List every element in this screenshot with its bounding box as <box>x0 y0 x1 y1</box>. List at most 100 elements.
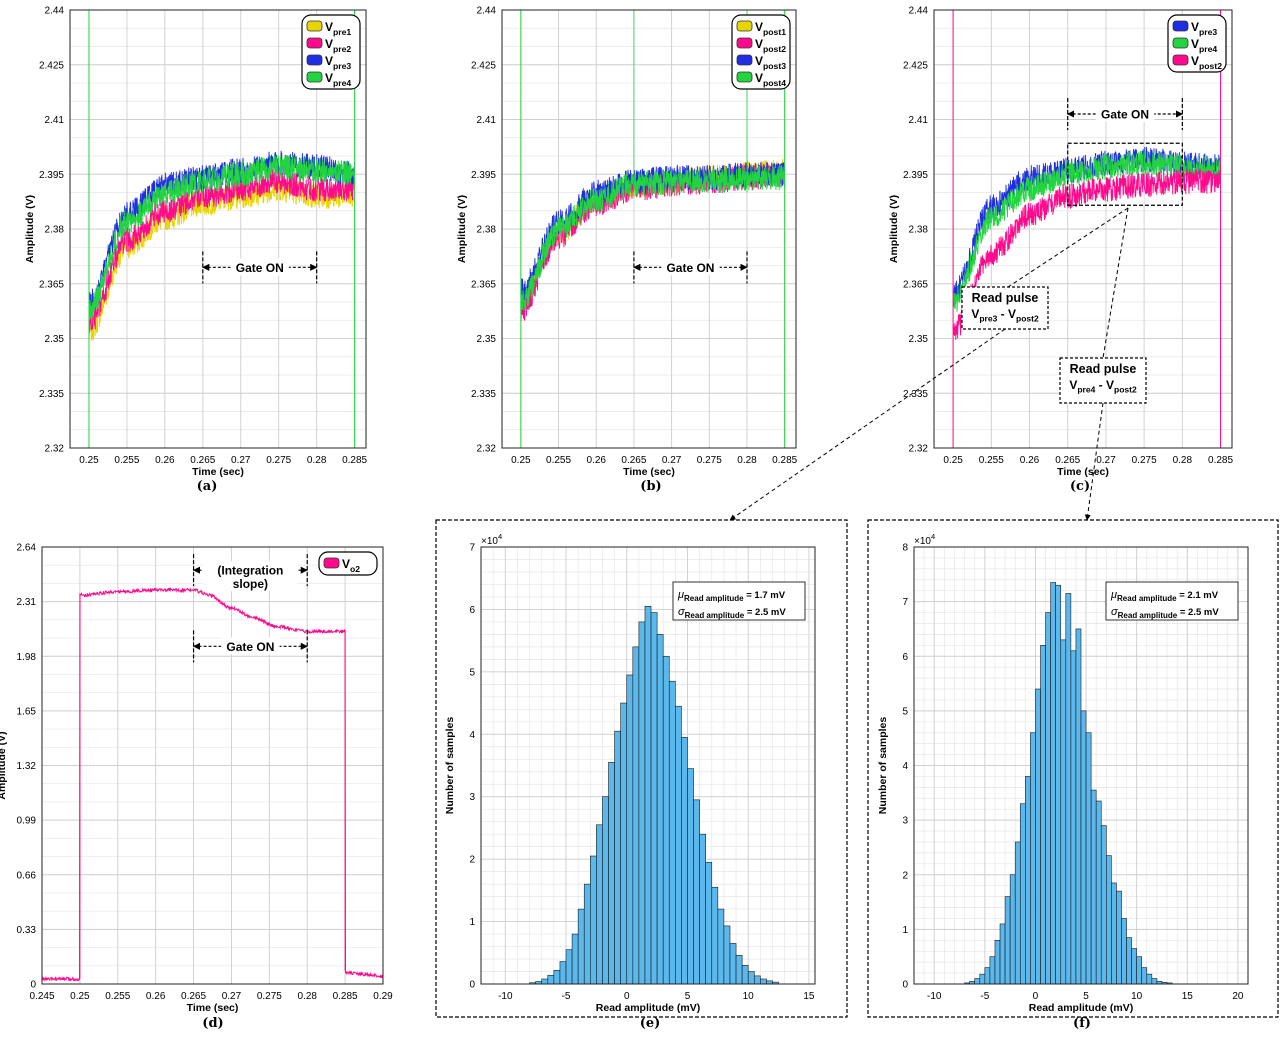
histogram-bar <box>711 886 719 985</box>
y-axis-label: Number of samples <box>877 717 889 815</box>
gate-label: Gate ON <box>236 261 284 275</box>
x-axis-label: Time (sec) <box>187 1002 239 1014</box>
y-tick-label: 1 <box>469 917 475 928</box>
y-axis-label: Amplitude (V) <box>456 195 468 263</box>
histogram-bar <box>571 933 579 985</box>
histogram-bar <box>1136 956 1143 985</box>
histogram-bar <box>1035 688 1041 985</box>
histogram-bar <box>1146 973 1153 985</box>
gate-label-bg <box>1095 105 1155 123</box>
y-tick-label: 0.66 <box>17 870 37 881</box>
tick-labels: -10 -5 0 5 10 15 20 0 1 2 3 4 5 6 7 8 <box>902 543 1243 1003</box>
legend-entry: Vpre3 <box>325 54 351 71</box>
x-axis-label: Read amplitude (mV) <box>1029 1002 1133 1014</box>
histogram-bars <box>964 582 1173 985</box>
x-tick-label: 10 <box>743 991 755 1002</box>
tick-labels: -10 -5 0 5 10 15 0 1 2 3 4 5 6 7 <box>469 543 814 1003</box>
legend-swatch <box>306 71 323 83</box>
histogram-bar <box>687 768 694 985</box>
plot-frame <box>41 546 384 985</box>
histogram-bar <box>974 978 981 985</box>
legend-swatch <box>323 557 340 569</box>
x-tick-label: 0.25 <box>70 991 90 1002</box>
y-tick-label: 2 <box>469 855 475 866</box>
legend-entry: Vpost1 <box>755 20 786 37</box>
y-tick-label: 3 <box>469 792 475 803</box>
x-tick-label: 0.25 <box>79 455 99 466</box>
y-tick-label: 2.35 <box>909 334 929 345</box>
x-tick-label: 0.265 <box>181 991 206 1002</box>
histogram-bar <box>596 824 603 985</box>
histogram-bar <box>614 730 621 985</box>
histogram-bar <box>989 956 996 985</box>
histogram-bar <box>583 883 591 985</box>
y-tick-label: 2.64 <box>17 543 37 554</box>
legend-entry: Vo2 <box>342 557 360 574</box>
x-tick-label: 0.27 <box>231 455 251 466</box>
histogram-bar <box>553 969 561 985</box>
y-tick-label: 2.35 <box>45 334 65 345</box>
gate-label: Gate ON <box>1101 108 1149 122</box>
histogram-bar <box>994 939 1001 985</box>
sigma-stat: σRead amplitude = 2.5 mV <box>678 606 786 620</box>
y-tick-label: 0.99 <box>17 816 37 827</box>
histogram-bar <box>626 674 634 985</box>
stats-legend: μRead amplitude = 2.1 mV σRead amplitude … <box>1105 581 1239 621</box>
y-tick-label: 1.32 <box>17 761 37 772</box>
legend-box <box>301 14 361 90</box>
y-tick-label: 2.41 <box>477 115 497 126</box>
y-axis-label: Number of samples <box>444 717 456 815</box>
read-pulse-formula: Vpre4 - Vpost2 <box>1069 378 1137 395</box>
y-tick-label: 1 <box>902 925 908 936</box>
series-group <box>952 10 1222 448</box>
y-tick-label: 2.44 <box>45 6 65 17</box>
panel-e: -10 -5 0 5 10 15 0 1 2 3 4 5 6 7 Read amplitude (mV) Nu… <box>435 519 848 1031</box>
histogram-bar <box>1045 612 1051 985</box>
plot-frame <box>69 9 367 449</box>
histogram-bar <box>1080 710 1087 985</box>
read-pulse-title: Read pulse <box>1070 362 1137 376</box>
x-tick-label: 15 <box>1182 991 1194 1002</box>
x-tick-label: 0.27 <box>662 455 682 466</box>
x-tick-label: 0.265 <box>190 455 215 466</box>
y-axis-label: Amplitude (V) <box>888 195 900 263</box>
x-tick-label: 0.275 <box>266 455 291 466</box>
y-tick-label: 2.425 <box>471 60 496 71</box>
x-tick-label: 0.275 <box>1132 455 1157 466</box>
y-tick-label: 7 <box>469 543 475 554</box>
gate-label-line2: slope) <box>233 577 268 591</box>
legend-swatch <box>1172 20 1189 32</box>
panel-caption: (c) <box>1070 479 1090 494</box>
x-tick-label: 0.255 <box>546 455 571 466</box>
histogram-bar <box>608 762 615 985</box>
x-tick-label: -5 <box>562 991 571 1002</box>
y-tick-label: 4 <box>902 761 908 772</box>
y-tick-label: 2.395 <box>39 170 64 181</box>
histogram-bar <box>1025 776 1031 985</box>
sigma-stat: σRead amplitude = 2.5 mV <box>1111 606 1219 620</box>
x-tick-label: -5 <box>980 991 989 1002</box>
gate-label: Gate ON <box>226 640 274 654</box>
y-tick-label: 0.33 <box>17 925 37 936</box>
histogram-bar <box>693 799 700 985</box>
y-tick-label: 1.65 <box>17 706 37 717</box>
read-pulse-box <box>1059 357 1147 404</box>
y-axis-label: Amplitude (V) <box>0 731 8 799</box>
panel-c: 0.25 0.255 0.26 0.265 0.27 0.275 0.28 0.285 2.32… <box>888 6 1233 495</box>
plot-frame <box>933 9 1233 449</box>
histogram-bar <box>1070 650 1077 985</box>
histogram-bar <box>681 737 688 985</box>
histogram-bar <box>675 705 682 985</box>
histogram-bar <box>760 978 767 985</box>
histogram-bar <box>590 855 597 985</box>
y-tick-label: 2.32 <box>909 444 929 455</box>
histogram-bar <box>1131 948 1137 985</box>
legend-swatch <box>736 71 753 83</box>
y-tick-label: 2.365 <box>471 279 496 290</box>
x-tick-label: 0.285 <box>342 455 367 466</box>
histogram-bar <box>999 923 1006 985</box>
y-tick-label: 2.425 <box>39 60 64 71</box>
x-tick-label: 0.29 <box>373 991 393 1002</box>
series-line-pre4 <box>88 155 356 321</box>
